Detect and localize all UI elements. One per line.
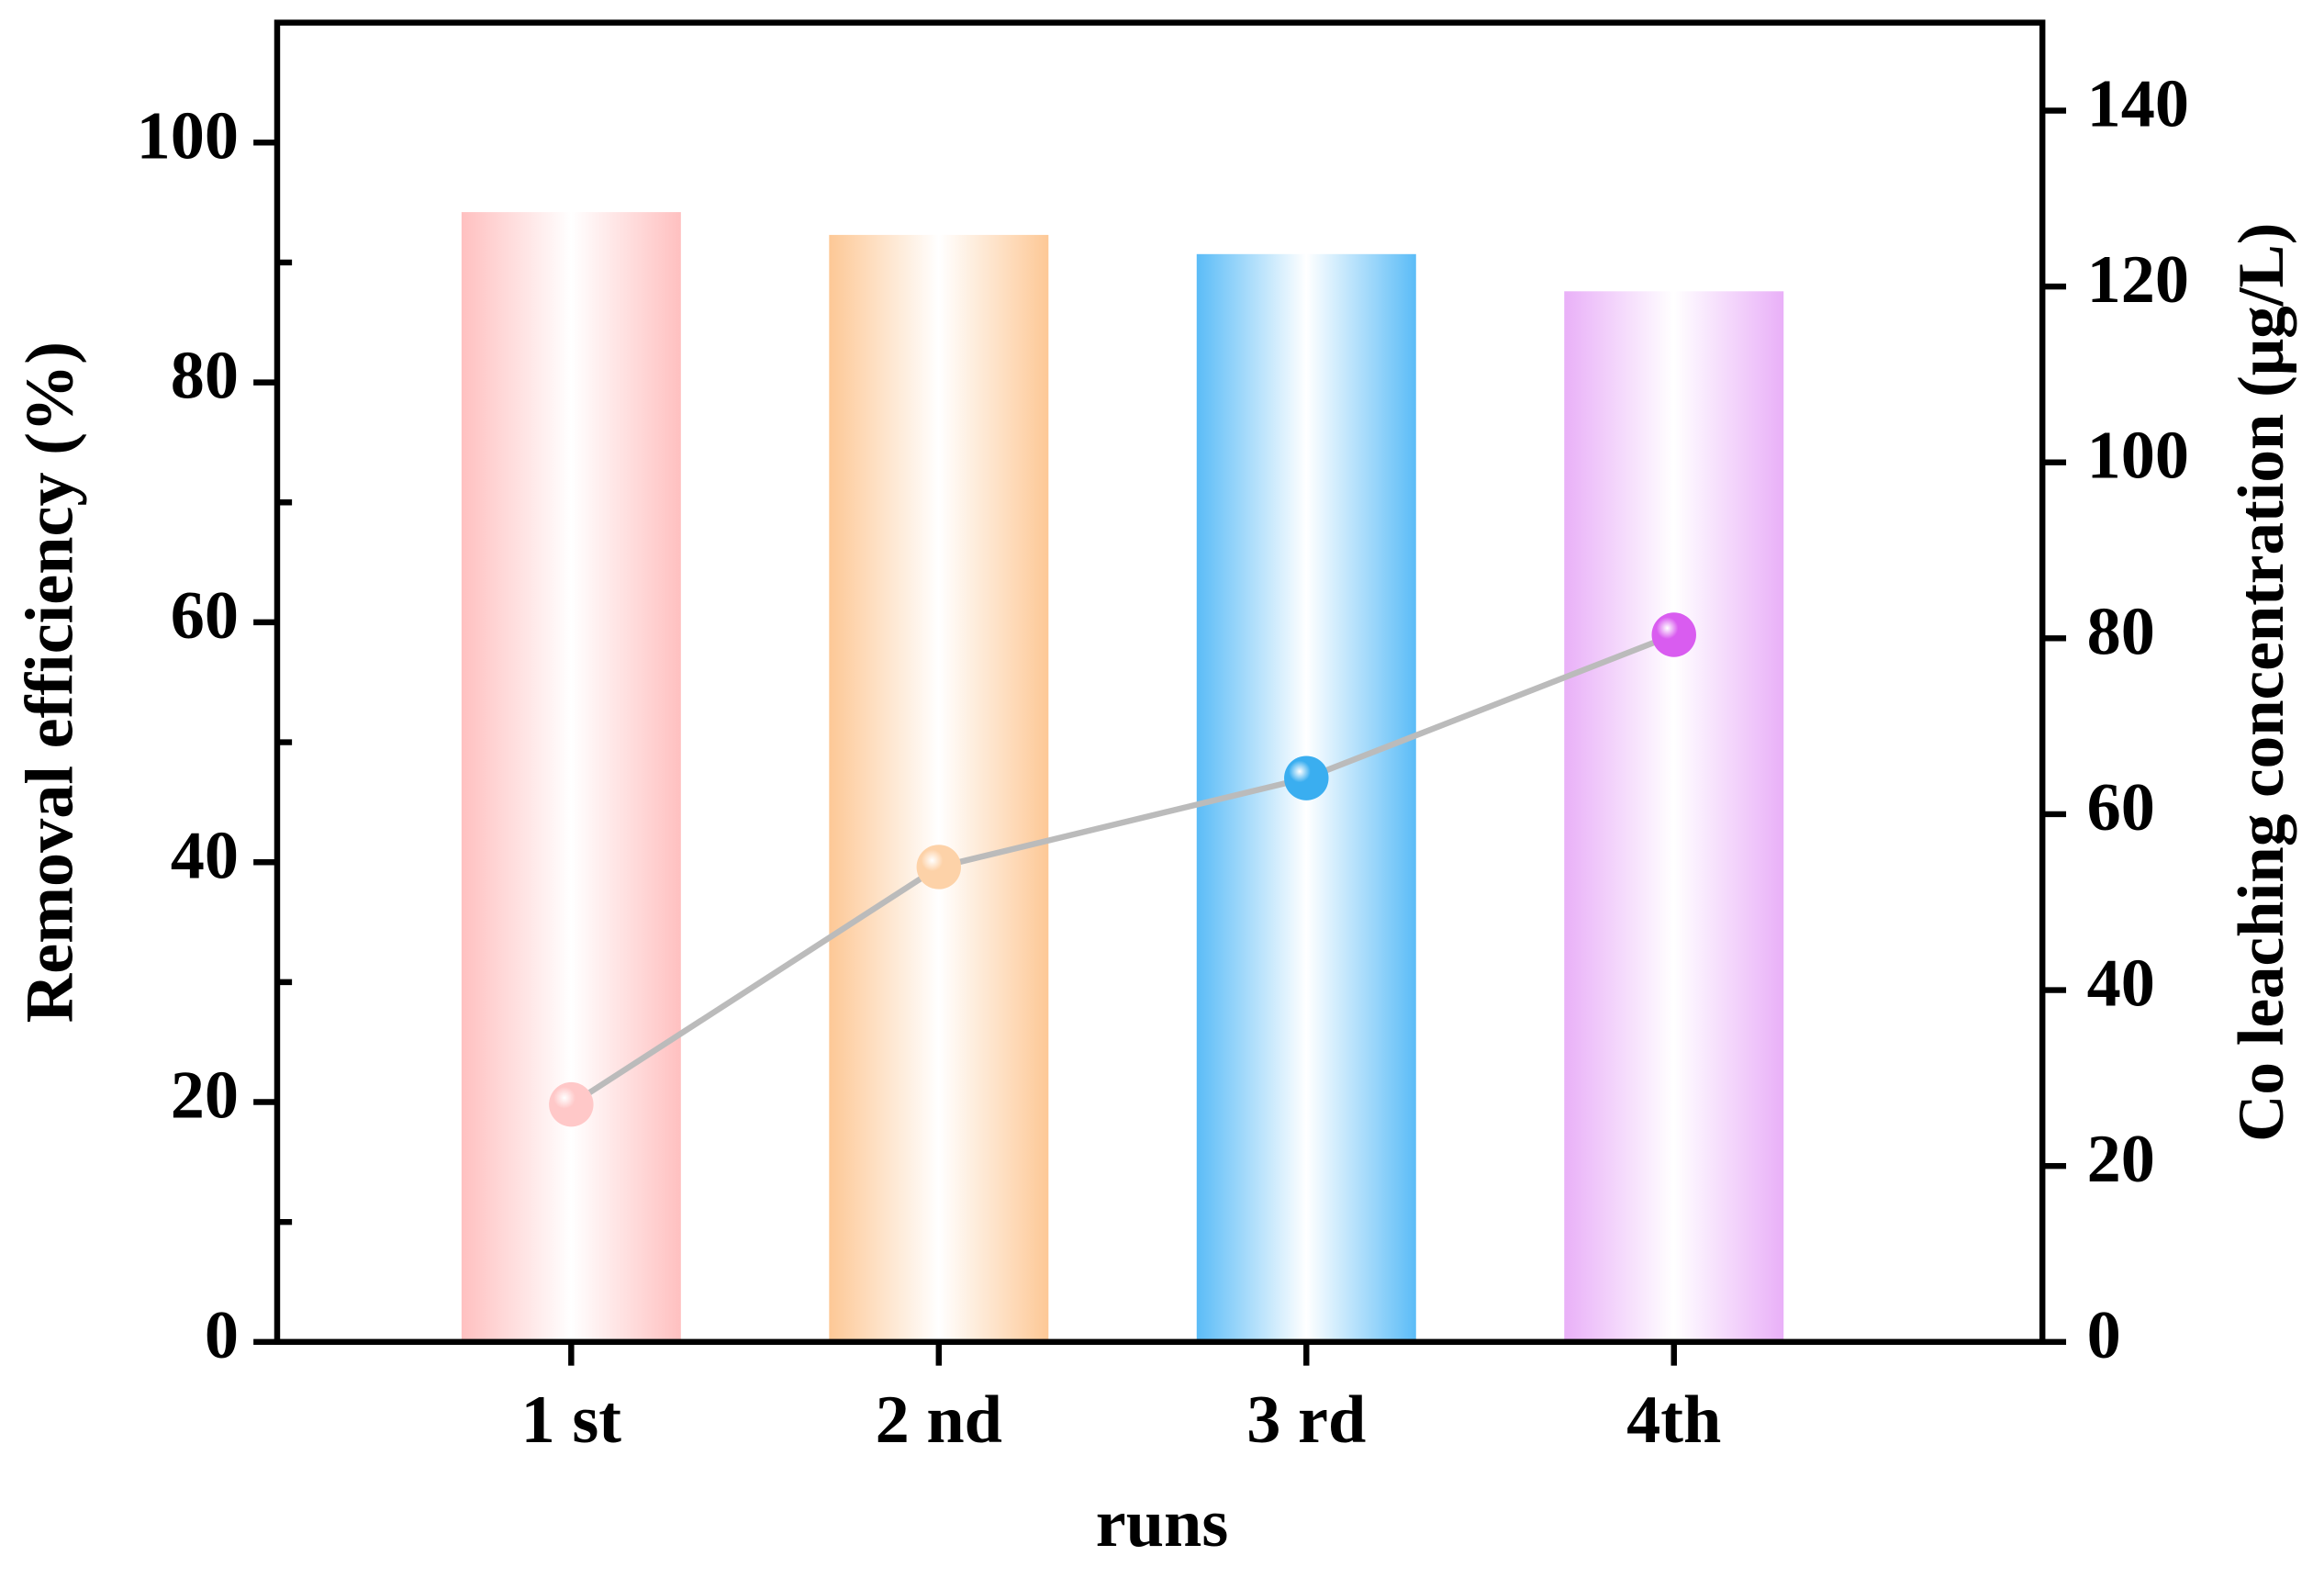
y-tick-label: 0 [205, 1298, 239, 1373]
bar [461, 212, 681, 1342]
y2-tick-label: 0 [2087, 1298, 2121, 1373]
y-tick-label: 100 [137, 98, 239, 173]
y2-tick-label: 120 [2087, 242, 2189, 318]
y2-tick-label: 40 [2087, 946, 2155, 1022]
y-tick-label: 40 [171, 818, 239, 893]
y2-tick-label: 140 [2087, 67, 2189, 142]
y-tick-label: 20 [171, 1058, 239, 1134]
x-tick-label: 3 rd [1246, 1382, 1366, 1458]
y-tick-label: 60 [171, 578, 239, 654]
plot-frame [274, 19, 2046, 1346]
y2-tick-label: 80 [2087, 594, 2155, 669]
y-axis-label: Removal efficiency (%) [12, 341, 87, 1023]
y2-axis-label: Co leaching concentration (μg/L) [2226, 223, 2297, 1142]
bar [829, 234, 1049, 1342]
marker [1651, 612, 1696, 657]
line [569, 632, 1675, 1107]
x-tick-label: 4th [1626, 1382, 1721, 1458]
marker [916, 845, 962, 890]
bar [1564, 291, 1784, 1342]
y-tick-label: 80 [171, 339, 239, 414]
marker [1284, 755, 1329, 800]
x-tick-label: 1 st [521, 1382, 622, 1458]
marker [549, 1081, 594, 1127]
x-axis-label: runs [1096, 1486, 1228, 1561]
x-tick-label: 2 nd [876, 1382, 1002, 1458]
y2-tick-label: 60 [2087, 770, 2155, 845]
y2-tick-label: 100 [2087, 419, 2189, 494]
y2-tick-label: 20 [2087, 1122, 2155, 1197]
